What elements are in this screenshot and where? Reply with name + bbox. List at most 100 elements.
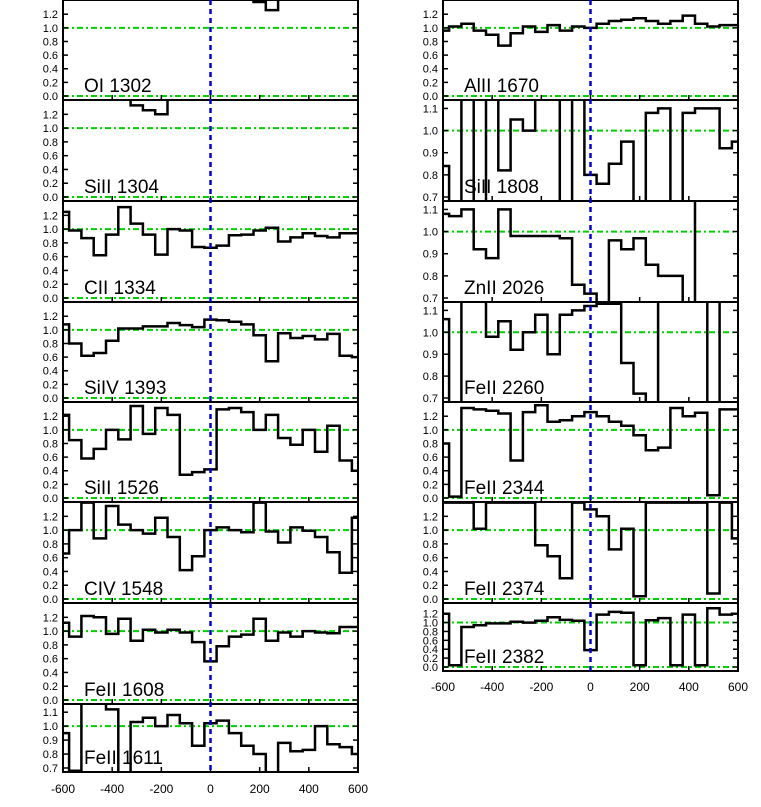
y-tick-label: 0.0 bbox=[423, 493, 438, 505]
ion-label: OI 1302 bbox=[84, 76, 152, 97]
y-tick-label: 1.0 bbox=[423, 618, 438, 630]
y-tick-label: 0.2 bbox=[423, 479, 438, 491]
y-tick-label: 0.8 bbox=[43, 238, 58, 250]
x-tick-label: 0 bbox=[587, 680, 594, 694]
y-tick-label: 0.6 bbox=[423, 452, 438, 464]
panel-oi-1302: 0.0 0.20.4 0.6 0.81.0 1.2 OI 1302 bbox=[43, 0, 359, 103]
spectrum-civ-1548 bbox=[63, 502, 358, 575]
y-tick-label: 1.2 bbox=[423, 411, 438, 423]
y-tick-label: 1.2 bbox=[43, 411, 58, 423]
y-tick-label: 1.2 bbox=[43, 511, 58, 523]
ion-label: CII 1334 bbox=[84, 278, 156, 299]
y-tick-label: 0.4 bbox=[43, 366, 58, 378]
y-tick-label: 0.7 bbox=[43, 763, 58, 775]
y-tick-label: 0.8 bbox=[43, 438, 58, 450]
x-tick-label: 400 bbox=[299, 782, 319, 796]
panel-feii-2382: 0.00.20.40.60.81.01.2 FeII 2382 bbox=[423, 602, 739, 674]
y-tick-label: 0.2 bbox=[423, 77, 438, 89]
y-tick-label: 0.6 bbox=[423, 553, 438, 565]
y-tick-label: 1.1 bbox=[423, 103, 438, 115]
y-tick-label: 0.2 bbox=[423, 580, 438, 592]
y-tick-label: 0.2 bbox=[43, 479, 58, 491]
y-tick-label: 0.6 bbox=[43, 151, 58, 163]
y-tick-label: 0.4 bbox=[423, 644, 438, 656]
y-tick-label: 1.2 bbox=[43, 311, 58, 323]
y-tick-label: 0.0 bbox=[43, 91, 58, 103]
panel-feii-2344: 0.0 0.20.4 0.6 0.81.0 1.2 FeII 2344 bbox=[423, 401, 739, 505]
y-tick-label: 0.0 bbox=[43, 192, 58, 204]
ion-label: SiII 1526 bbox=[84, 478, 159, 499]
spectrum-feii-2382 bbox=[443, 607, 738, 667]
panel-feii-2260: 0.7 0.8 0.9 1.0 1.1 FeII 2260 bbox=[423, 301, 739, 405]
y-tick-label: 0.0 bbox=[43, 594, 58, 606]
y-tick-label: 0.6 bbox=[43, 252, 58, 264]
y-tick-label: 1.1 bbox=[423, 204, 438, 216]
y-tick-label: 0.7 bbox=[423, 192, 438, 204]
y-tick-label: 0.6 bbox=[423, 50, 438, 62]
y-tick-label: 0.8 bbox=[423, 36, 438, 48]
spectrum-feii-2260 bbox=[443, 302, 721, 402]
y-tick-label: 0.8 bbox=[423, 271, 438, 283]
y-tick-label: 0.2 bbox=[43, 178, 58, 190]
x-tick-label: -200 bbox=[529, 680, 553, 694]
y-tick-label: 0.4 bbox=[423, 566, 438, 578]
x-tick-label: -400 bbox=[100, 782, 124, 796]
ion-label: FeII 2260 bbox=[464, 378, 544, 399]
y-tick-label: 1.2 bbox=[423, 609, 438, 621]
spectrum-siiv-1393 bbox=[63, 318, 358, 363]
y-tick-label: 1.0 bbox=[423, 23, 438, 35]
y-tick-label: 1.0 bbox=[423, 227, 438, 239]
y-tick-label: 0.8 bbox=[423, 438, 438, 450]
x-tick-label: 200 bbox=[630, 680, 650, 694]
y-tick-label: 1.0 bbox=[43, 325, 58, 337]
y-tick-label: 0.8 bbox=[423, 371, 438, 383]
y-tick-label: 0.9 bbox=[423, 249, 438, 261]
y-tick-label: 0.6 bbox=[43, 553, 58, 565]
y-tick-label: 1.0 bbox=[43, 23, 58, 35]
y-tick-label: 1.0 bbox=[423, 126, 438, 138]
panel-feii-1611: 0.7 0.8 0.9 1.0 1.1 FeII 1611 bbox=[43, 703, 359, 775]
panel-siii-1304: 0.0 0.2 0.40.6 0.8 1.0 1.2 SiII 1304 bbox=[43, 99, 359, 204]
y-tick-label: 1.0 bbox=[43, 626, 58, 638]
y-tick-label: 1.0 bbox=[43, 123, 58, 135]
y-tick-label: 0.6 bbox=[43, 654, 58, 666]
x-tick-label: -600 bbox=[431, 680, 455, 694]
x-tick-label: 200 bbox=[250, 782, 270, 796]
plot-root: 0.00.20.40.60.81.01.2OI 13020.00.20.40.6… bbox=[43, 0, 748, 796]
y-tick-label: 0.8 bbox=[43, 539, 58, 551]
x-tick-label: -400 bbox=[480, 680, 504, 694]
y-tick-label: 0.6 bbox=[43, 50, 58, 62]
y-tick-label: 0.6 bbox=[43, 352, 58, 364]
y-tick-label: 0.7 bbox=[423, 393, 438, 405]
y-tick-label: 1.1 bbox=[423, 305, 438, 317]
x-tick-label: 400 bbox=[679, 680, 699, 694]
ion-label: CIV 1548 bbox=[84, 579, 163, 600]
y-tick-label: 1.2 bbox=[43, 9, 58, 21]
y-tick-label: 0.4 bbox=[43, 667, 58, 679]
ion-label: AlII 1670 bbox=[464, 76, 539, 97]
ion-label: FeII 2374 bbox=[464, 579, 545, 600]
ion-label: FeII 2344 bbox=[464, 478, 545, 499]
panel-znii-2026: 0.7 0.8 0.9 1.0 1.1 ZnII 2026 bbox=[423, 200, 739, 305]
y-tick-label: 0.8 bbox=[423, 539, 438, 551]
ion-label: SiIV 1393 bbox=[84, 378, 166, 399]
y-tick-label: 0.8 bbox=[43, 749, 58, 761]
y-tick-label: 0.0 bbox=[43, 493, 58, 505]
y-tick-label: 0.4 bbox=[43, 466, 58, 478]
y-tick-label: 0.8 bbox=[43, 338, 58, 350]
x-tick-label: -600 bbox=[51, 782, 75, 796]
y-tick-label: 0.4 bbox=[423, 64, 438, 76]
y-tick-label: 1.0 bbox=[43, 224, 58, 236]
y-tick-label: 0.4 bbox=[43, 164, 58, 176]
spectrum-feii-1608 bbox=[63, 614, 358, 663]
x-tick-label: 0 bbox=[207, 782, 214, 796]
y-tick-label: 0.0 bbox=[423, 594, 438, 606]
ion-label: ZnII 2026 bbox=[464, 278, 544, 299]
ion-label: SiII 1808 bbox=[464, 177, 539, 198]
y-tick-label: 0.0 bbox=[43, 695, 58, 707]
y-tick-label: 0.2 bbox=[43, 681, 58, 693]
y-tick-label: 0.0 bbox=[43, 393, 58, 405]
y-tick-label: 0.2 bbox=[423, 653, 438, 665]
